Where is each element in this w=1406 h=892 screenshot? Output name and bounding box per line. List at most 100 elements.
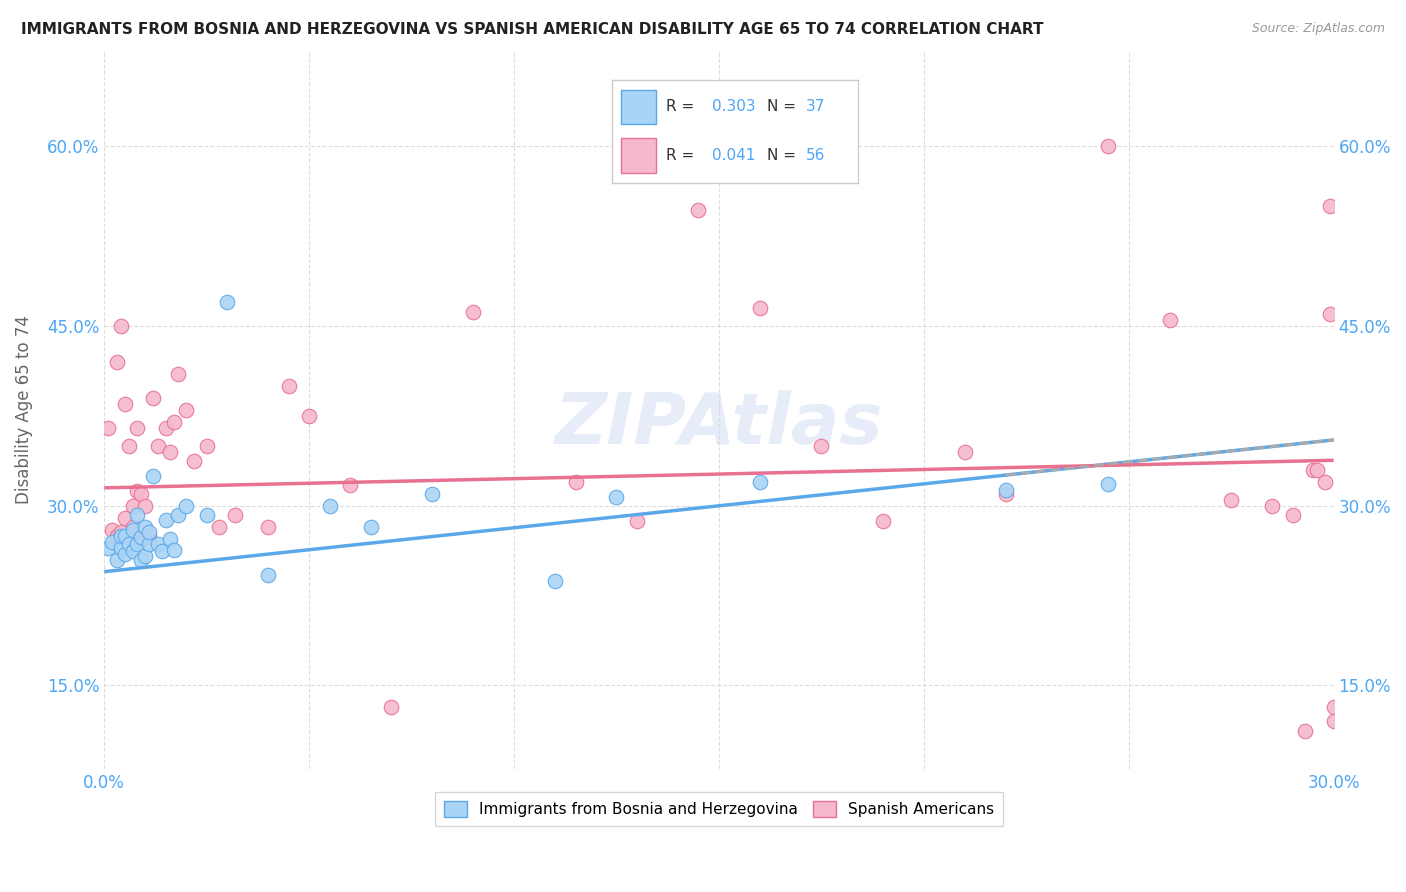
Point: [118, 537, 141, 551]
Point: [953, 445, 976, 459]
Text: ZIPAtlas: ZIPAtlas: [555, 390, 883, 458]
Point: [159, 445, 181, 459]
Text: 37: 37: [806, 99, 825, 114]
Point: [1315, 475, 1337, 489]
Point: [1306, 463, 1329, 477]
Text: N =: N =: [766, 148, 800, 162]
Point: [298, 409, 321, 423]
Point: [167, 367, 190, 381]
Point: [748, 475, 770, 489]
Text: R =: R =: [666, 148, 699, 162]
Point: [174, 499, 197, 513]
Point: [1261, 499, 1284, 513]
Text: N =: N =: [766, 99, 800, 114]
Point: [146, 537, 169, 551]
Point: [105, 552, 128, 566]
Y-axis label: Disability Age 65 to 74: Disability Age 65 to 74: [15, 316, 32, 505]
Point: [564, 475, 586, 489]
Point: [195, 439, 218, 453]
Point: [155, 421, 177, 435]
Point: [97, 541, 120, 555]
Point: [110, 541, 132, 555]
Point: [277, 379, 299, 393]
Point: [688, 202, 710, 217]
Point: [114, 547, 136, 561]
Point: [872, 515, 894, 529]
Point: [257, 520, 280, 534]
Point: [122, 499, 145, 513]
Point: [138, 529, 160, 543]
Point: [994, 483, 1017, 498]
Point: [208, 520, 231, 534]
Point: [1323, 714, 1346, 729]
Point: [129, 533, 152, 547]
Point: [257, 568, 280, 582]
Text: Source: ZipAtlas.com: Source: ZipAtlas.com: [1251, 22, 1385, 36]
Point: [110, 319, 132, 334]
Point: [1319, 199, 1341, 213]
Text: 0.303: 0.303: [713, 99, 756, 114]
Point: [163, 415, 186, 429]
Text: R =: R =: [666, 99, 699, 114]
Point: [183, 454, 205, 468]
Point: [134, 549, 156, 563]
Point: [174, 403, 197, 417]
Point: [146, 439, 169, 453]
Point: [339, 478, 361, 492]
Point: [380, 700, 402, 714]
Point: [810, 439, 832, 453]
Point: [122, 544, 145, 558]
Point: [142, 391, 165, 405]
Point: [1220, 492, 1243, 507]
Point: [420, 487, 443, 501]
Point: [138, 537, 160, 551]
Point: [605, 491, 627, 505]
Point: [1302, 463, 1324, 477]
Point: [195, 508, 218, 523]
Point: [217, 295, 239, 310]
Point: [125, 484, 148, 499]
Point: [748, 301, 770, 316]
Point: [122, 520, 145, 534]
Point: [150, 544, 173, 558]
Point: [163, 543, 186, 558]
Point: [626, 515, 648, 529]
Point: [159, 533, 181, 547]
Point: [101, 523, 124, 537]
Point: [110, 525, 132, 540]
FancyBboxPatch shape: [621, 137, 655, 173]
Point: [318, 499, 340, 513]
Point: [122, 523, 145, 537]
Point: [138, 525, 160, 540]
Point: [544, 574, 567, 589]
Point: [1159, 313, 1181, 327]
Point: [125, 508, 148, 523]
Point: [461, 305, 484, 319]
Point: [129, 487, 152, 501]
Point: [118, 439, 141, 453]
Point: [1097, 139, 1119, 153]
Point: [155, 513, 177, 527]
Point: [167, 508, 190, 523]
Point: [1323, 700, 1346, 714]
Point: [105, 355, 128, 369]
Text: 0.041: 0.041: [713, 148, 756, 162]
Point: [134, 499, 156, 513]
Text: IMMIGRANTS FROM BOSNIA AND HERZEGOVINA VS SPANISH AMERICAN DISABILITY AGE 65 TO : IMMIGRANTS FROM BOSNIA AND HERZEGOVINA V…: [21, 22, 1043, 37]
Point: [994, 487, 1017, 501]
Point: [114, 397, 136, 411]
Point: [224, 508, 246, 523]
Point: [1319, 307, 1341, 321]
Point: [134, 520, 156, 534]
Point: [125, 421, 148, 435]
Point: [125, 537, 148, 551]
Point: [360, 520, 382, 534]
Point: [105, 529, 128, 543]
Point: [97, 421, 120, 435]
Point: [1294, 723, 1316, 738]
Point: [1097, 477, 1119, 491]
Point: [142, 468, 165, 483]
Point: [114, 510, 136, 524]
Point: [1281, 508, 1303, 523]
Legend: Immigrants from Bosnia and Herzegovina, Spanish Americans: Immigrants from Bosnia and Herzegovina, …: [434, 792, 1004, 826]
